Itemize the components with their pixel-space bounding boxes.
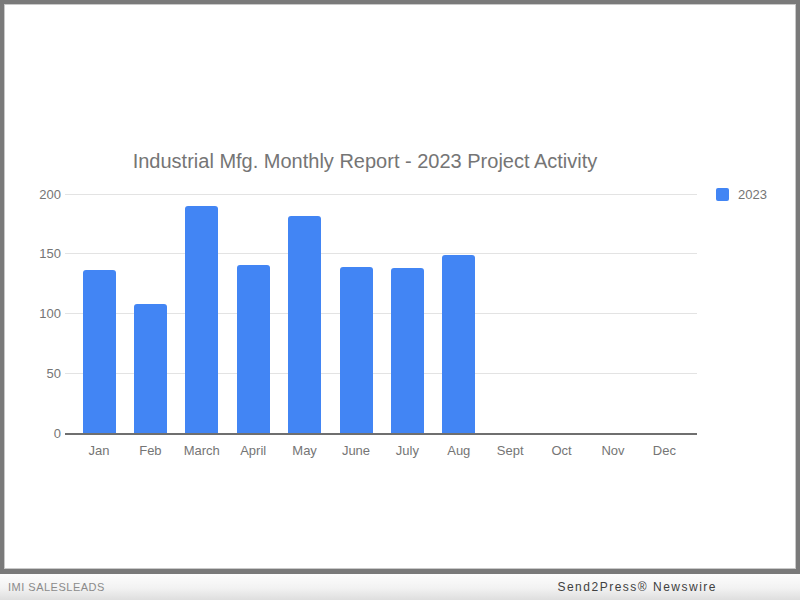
bar-feb (134, 304, 167, 433)
bar-may (288, 216, 321, 433)
y-axis-label-0: 0 (21, 427, 61, 440)
bar-july (391, 268, 424, 433)
legend-label: 2023 (738, 188, 767, 201)
x-axis-label-dec: Dec (634, 444, 694, 457)
legend: 2023 (716, 188, 767, 201)
footer-brand-left: IMI SALESLEADS (8, 581, 105, 593)
gridline-150 (65, 253, 697, 254)
plot-area: 050100150200JanFebMarchAprilMayJuneJulyA… (4, 4, 800, 578)
chart-image-frame: Industrial Mfg. Monthly Report - 2023 Pr… (0, 0, 800, 574)
y-axis-label-150: 150 (21, 247, 61, 260)
bar-april (237, 265, 270, 433)
footer-brand-right: Send2Press® Newswire (557, 580, 717, 594)
y-axis-label-200: 200 (21, 188, 61, 201)
bar-aug (442, 255, 475, 433)
bar-june (340, 267, 373, 433)
y-axis-label-50: 50 (21, 367, 61, 380)
legend-swatch-icon (716, 188, 729, 201)
footer-bar: IMI SALESLEADS Send2Press® Newswire (0, 574, 800, 600)
bar-march (185, 206, 218, 433)
bar-jan (83, 270, 116, 433)
gridline-200 (65, 194, 697, 195)
y-axis-label-100: 100 (21, 307, 61, 320)
x-axis-baseline (65, 433, 697, 435)
